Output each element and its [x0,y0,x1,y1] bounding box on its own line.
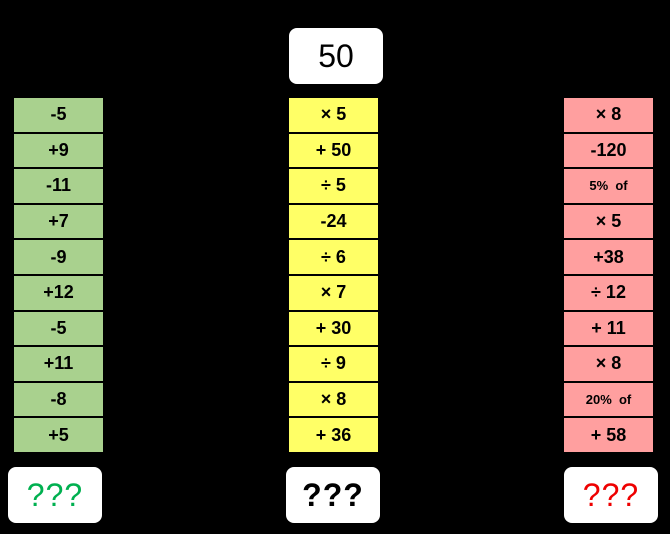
operation-cell: +7 [13,203,104,240]
operation-cell: + 50 [288,132,379,169]
operation-cell: + 36 [288,417,379,453]
operation-cell: 5% of [563,168,654,204]
operation-cell: +5 [13,417,104,453]
operation-cell: +9 [13,132,104,169]
operation-cell: 20% of [563,381,654,418]
operation-cell: +11 [13,346,104,382]
operation-column: × 5 + 50 ÷ 5 -24 ÷ 6 × 7 + 30 ÷ 9 × 8 + 36 [288,97,379,453]
operation-cell: -8 [13,381,104,418]
operation-cell: ÷ 5 [288,168,379,204]
operation-column: × 8 -120 5% of × 5 +38 ÷ 12 + 11 × 8 20% of + 58 [563,97,654,453]
operation-cell: ÷ 6 [288,239,379,275]
operation-cell: -11 [13,168,104,204]
operation-cell: -9 [13,239,104,275]
operation-cell: +38 [563,239,654,275]
operation-cell: ÷ 12 [563,274,654,311]
operation-cell: × 8 [563,97,654,133]
operation-column: -5 +9 -11 +7 -9 +12 -5 +11 -8 +5 [13,97,104,453]
answer-box: ??? [286,467,380,523]
start-number: 50 [289,28,383,84]
operation-cell: + 11 [563,310,654,347]
operation-cell: × 5 [288,97,379,133]
operation-cell: + 58 [563,417,654,453]
operation-cell: × 5 [563,203,654,240]
operation-cell: -5 [13,310,104,347]
operation-cell: -5 [13,97,104,133]
operation-cell: + 30 [288,310,379,347]
operation-cell: +12 [13,274,104,311]
operation-cell: × 8 [288,381,379,418]
operation-cell: ÷ 9 [288,346,379,382]
operation-cell: -24 [288,203,379,240]
answer-box: ??? [564,467,658,523]
answer-box: ??? [8,467,102,523]
operation-cell: -120 [563,132,654,169]
operation-cell: × 8 [563,346,654,382]
operation-cell: × 7 [288,274,379,311]
